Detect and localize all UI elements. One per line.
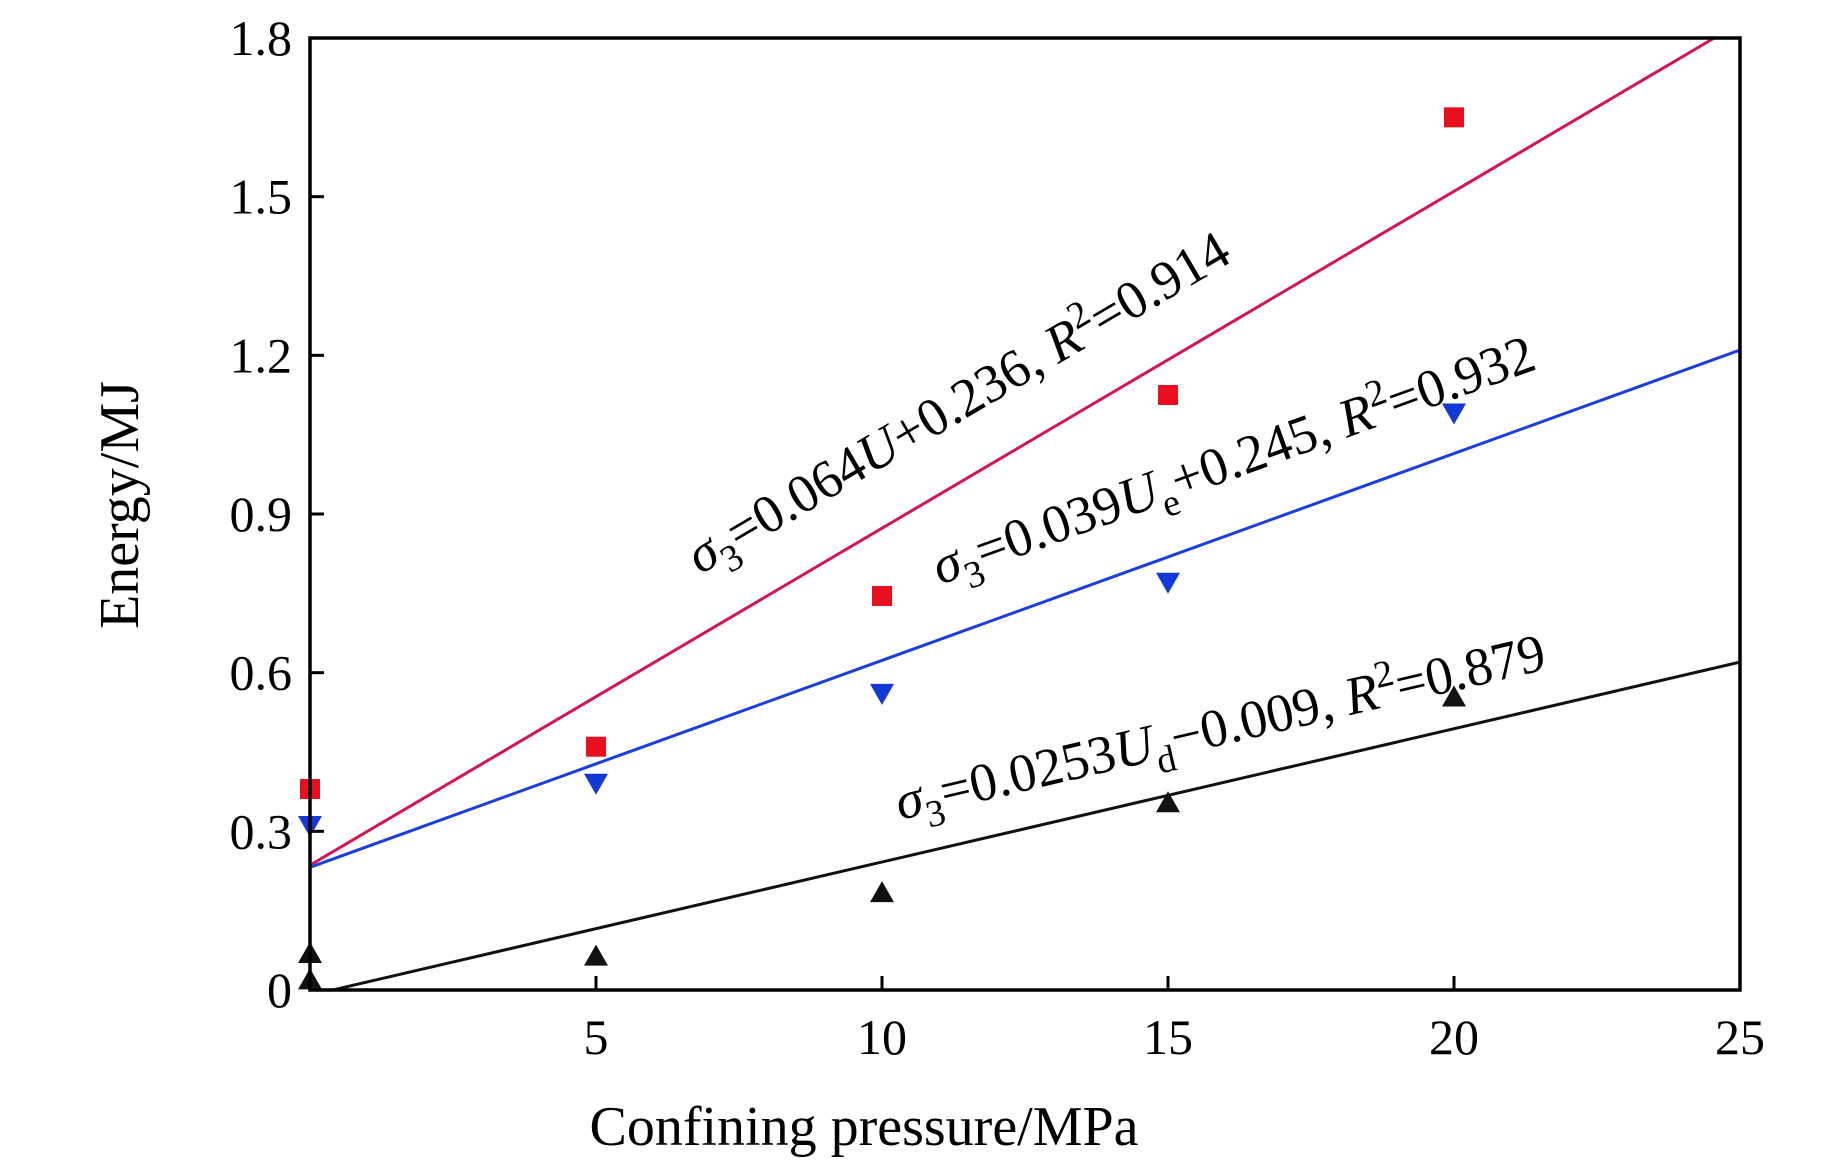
x-tick-label: 20	[1429, 1009, 1479, 1065]
y-tick-label: 1.8	[230, 10, 293, 66]
marker-ue	[1442, 403, 1466, 425]
y-tick-label: 1.2	[230, 327, 293, 383]
marker-ue	[584, 773, 608, 795]
marker-ud	[1156, 791, 1180, 813]
marker-u	[586, 736, 606, 757]
marker-u	[1444, 107, 1464, 128]
x-tick-label: 5	[584, 1009, 609, 1065]
marker-ue	[1156, 572, 1180, 594]
data-markers	[298, 107, 1466, 990]
y-axis-label: Energy/MJ	[89, 381, 151, 629]
marker-ud	[1442, 685, 1466, 707]
y-tick-label: 0	[267, 962, 292, 1018]
marker-ue	[870, 683, 894, 705]
x-tick-label: 10	[857, 1009, 907, 1065]
y-tick-label: 0.6	[230, 645, 293, 701]
fit-line-ud	[326, 660, 1740, 990]
y-axis-ticks: 0 0.3 0.6 0.9 1.2 1.5 1.8	[230, 10, 324, 1018]
x-axis-ticks: 5 10 15 20 25	[584, 976, 1765, 1065]
x-tick-label: 25	[1715, 1009, 1765, 1065]
marker-u	[1158, 385, 1178, 405]
y-tick-label: 1.5	[230, 169, 293, 225]
x-axis-label: Confining pressure/MPa	[589, 1096, 1138, 1158]
y-tick-label: 0.3	[230, 803, 293, 859]
equation-labels: σ3=0.064U+0.236, R2=0.914σ3=0.039Ue+0.24…	[676, 219, 1551, 836]
y-tick-label: 0.9	[230, 486, 293, 542]
marker-u	[872, 585, 892, 606]
fit-line-ue	[310, 348, 1740, 869]
x-tick-label: 15	[1143, 1009, 1193, 1065]
fit-line-u	[310, 38, 1716, 867]
marker-ud	[870, 881, 894, 903]
fit-lines	[310, 38, 1740, 990]
marker-ud	[584, 944, 608, 966]
